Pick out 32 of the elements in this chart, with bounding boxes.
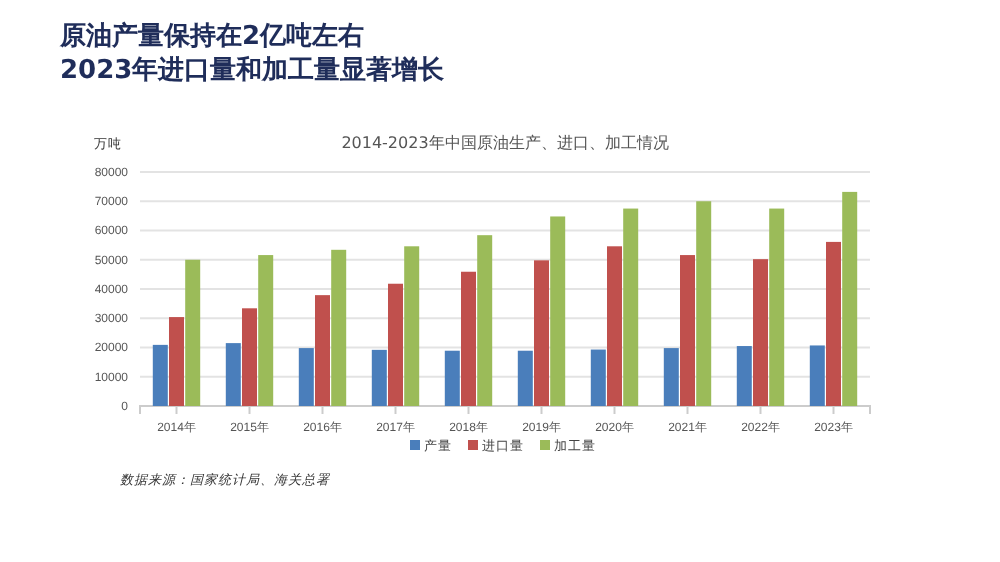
bar [534, 260, 549, 406]
bar [663, 348, 679, 406]
bar [809, 345, 825, 406]
bar [152, 344, 168, 406]
bar [388, 283, 403, 406]
chart-title: 原油产量保持在2亿吨左右 2023年进口量和加工量显著增长 [58, 20, 447, 86]
bar [826, 241, 841, 406]
bar [258, 255, 274, 406]
bar [736, 346, 752, 406]
bar [331, 249, 347, 406]
bar [477, 235, 493, 406]
bar [696, 201, 712, 406]
bar [607, 246, 622, 406]
bar [769, 208, 785, 406]
bar [444, 350, 460, 406]
bar [753, 259, 768, 406]
bar [371, 349, 387, 406]
bar [185, 259, 201, 406]
chart-subtitle: 2014-2023年中国原油生产、进口、加工情况 [341, 134, 669, 152]
bar [225, 343, 241, 406]
bar [169, 317, 184, 406]
bar [517, 350, 533, 406]
bar [298, 348, 314, 406]
bar [590, 349, 606, 406]
bar [623, 208, 639, 406]
bar [315, 295, 330, 406]
bar [461, 271, 476, 406]
bar [680, 255, 695, 406]
bar [242, 308, 257, 406]
bar [404, 246, 420, 406]
bar [550, 216, 566, 406]
bar [842, 191, 858, 406]
